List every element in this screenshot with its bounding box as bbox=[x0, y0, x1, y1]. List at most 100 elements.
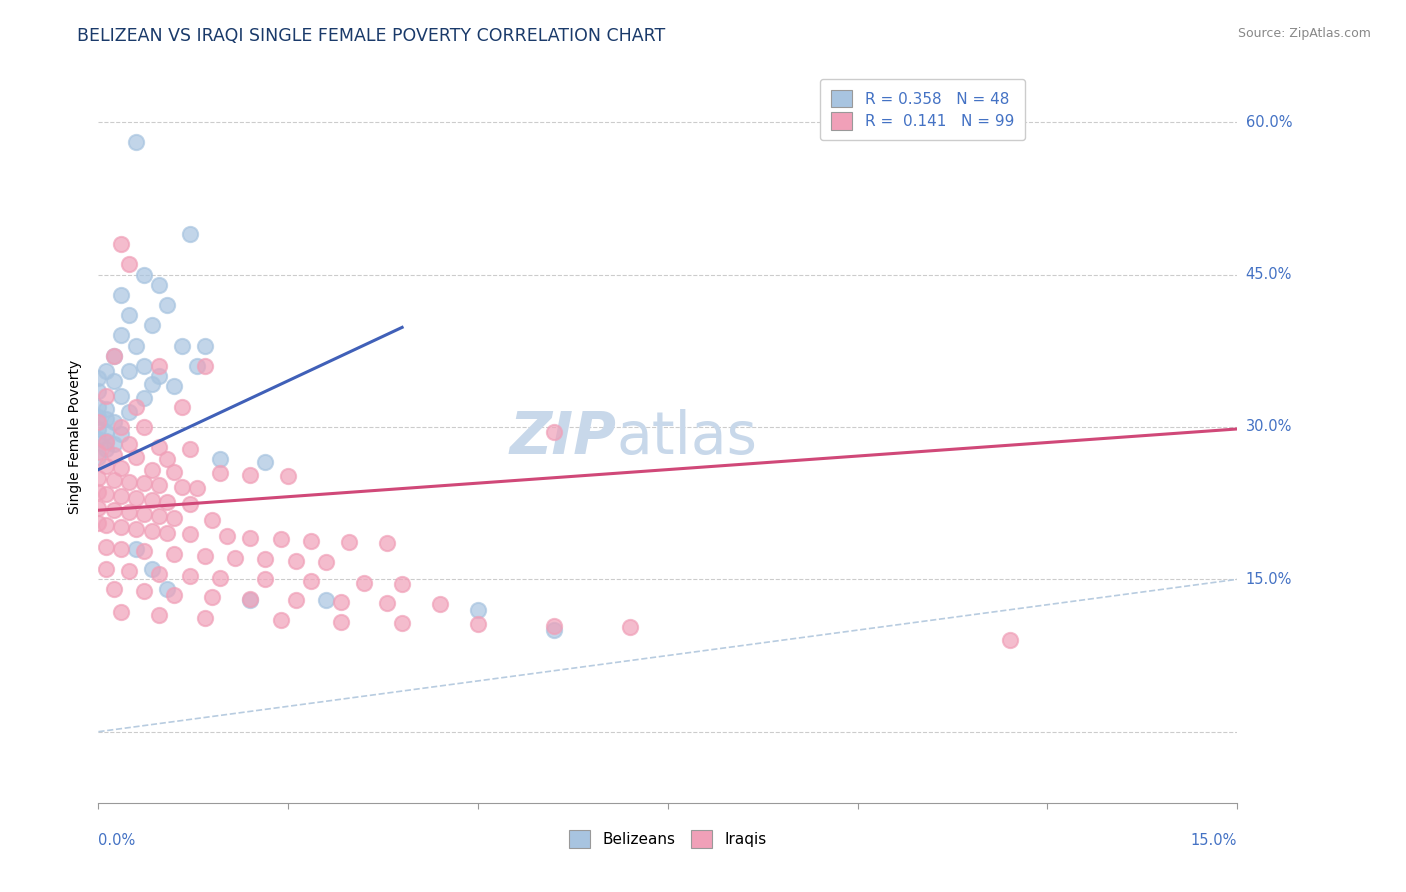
Point bbox=[299, 533, 322, 548]
Point bbox=[156, 525, 179, 540]
Point bbox=[141, 524, 163, 538]
Point bbox=[194, 338, 217, 352]
Point bbox=[103, 582, 125, 597]
Point bbox=[254, 455, 277, 469]
Point bbox=[125, 521, 148, 535]
Text: 15.0%: 15.0% bbox=[1246, 572, 1292, 587]
Point bbox=[543, 623, 565, 637]
Point bbox=[94, 540, 117, 554]
Point bbox=[87, 415, 110, 429]
Point bbox=[103, 503, 125, 517]
Point bbox=[118, 564, 141, 578]
Point bbox=[270, 613, 292, 627]
Point bbox=[118, 257, 141, 271]
Y-axis label: Single Female Poverty: Single Female Poverty bbox=[69, 360, 83, 514]
Point bbox=[103, 448, 125, 462]
Point bbox=[375, 535, 398, 549]
Point bbox=[337, 534, 360, 549]
Point bbox=[148, 369, 170, 384]
Text: BELIZEAN VS IRAQI SINGLE FEMALE POVERTY CORRELATION CHART: BELIZEAN VS IRAQI SINGLE FEMALE POVERTY … bbox=[77, 27, 665, 45]
Point bbox=[148, 607, 170, 622]
Point bbox=[103, 349, 125, 363]
Point bbox=[110, 520, 132, 534]
Point bbox=[94, 434, 117, 449]
Point bbox=[179, 569, 201, 583]
Text: 45.0%: 45.0% bbox=[1246, 267, 1292, 282]
Point bbox=[94, 401, 117, 416]
Point bbox=[132, 544, 155, 558]
Point bbox=[125, 491, 148, 505]
Point bbox=[194, 359, 217, 373]
Point bbox=[87, 485, 110, 500]
Point bbox=[239, 592, 262, 607]
Point bbox=[277, 468, 299, 483]
Point bbox=[141, 493, 163, 508]
Point bbox=[94, 487, 117, 501]
Point bbox=[201, 590, 224, 604]
Point bbox=[94, 389, 117, 403]
Text: 30.0%: 30.0% bbox=[1246, 419, 1292, 434]
Point bbox=[132, 392, 155, 406]
Point bbox=[87, 400, 110, 414]
Point bbox=[163, 379, 186, 393]
Point bbox=[132, 359, 155, 373]
Point bbox=[148, 359, 170, 373]
Point bbox=[201, 513, 224, 527]
Point bbox=[179, 442, 201, 457]
Point bbox=[110, 389, 132, 403]
Point bbox=[148, 509, 170, 524]
Text: Source: ZipAtlas.com: Source: ZipAtlas.com bbox=[1237, 27, 1371, 40]
Point bbox=[186, 359, 208, 373]
Point bbox=[94, 425, 117, 439]
Point bbox=[110, 420, 132, 434]
Point bbox=[239, 467, 262, 482]
Point bbox=[543, 425, 565, 439]
Point bbox=[315, 592, 337, 607]
Point bbox=[239, 591, 262, 606]
Point bbox=[391, 615, 413, 630]
Point bbox=[118, 364, 141, 378]
Point bbox=[125, 541, 148, 556]
Point bbox=[467, 603, 489, 617]
Point bbox=[208, 571, 231, 585]
Point bbox=[87, 516, 110, 531]
Point bbox=[284, 592, 307, 607]
Point bbox=[141, 562, 163, 576]
Point bbox=[156, 298, 179, 312]
Point bbox=[998, 633, 1021, 648]
Point bbox=[87, 445, 110, 459]
Point bbox=[87, 409, 110, 424]
Text: ZIP: ZIP bbox=[510, 409, 617, 466]
Point bbox=[103, 437, 125, 451]
Point bbox=[94, 364, 117, 378]
Point bbox=[118, 437, 141, 451]
Point bbox=[148, 567, 170, 582]
Point bbox=[118, 475, 141, 489]
Point bbox=[87, 384, 110, 399]
Legend: Belizeans, Iraqis: Belizeans, Iraqis bbox=[562, 824, 773, 854]
Point bbox=[141, 318, 163, 333]
Point bbox=[110, 460, 132, 475]
Point bbox=[110, 237, 132, 252]
Point bbox=[170, 338, 193, 352]
Text: atlas: atlas bbox=[617, 409, 758, 466]
Point bbox=[156, 582, 179, 597]
Point bbox=[148, 478, 170, 492]
Point bbox=[148, 440, 170, 454]
Point bbox=[375, 596, 398, 610]
Point bbox=[118, 405, 141, 419]
Point bbox=[391, 577, 413, 591]
Point bbox=[87, 432, 110, 446]
Point bbox=[543, 619, 565, 633]
Point bbox=[94, 518, 117, 533]
Point bbox=[110, 489, 132, 503]
Point bbox=[87, 371, 110, 385]
Point bbox=[254, 572, 277, 586]
Point bbox=[132, 584, 155, 599]
Point bbox=[170, 400, 193, 414]
Point bbox=[239, 531, 262, 545]
Point bbox=[330, 615, 353, 629]
Point bbox=[103, 349, 125, 363]
Point bbox=[619, 620, 641, 634]
Point bbox=[179, 227, 201, 241]
